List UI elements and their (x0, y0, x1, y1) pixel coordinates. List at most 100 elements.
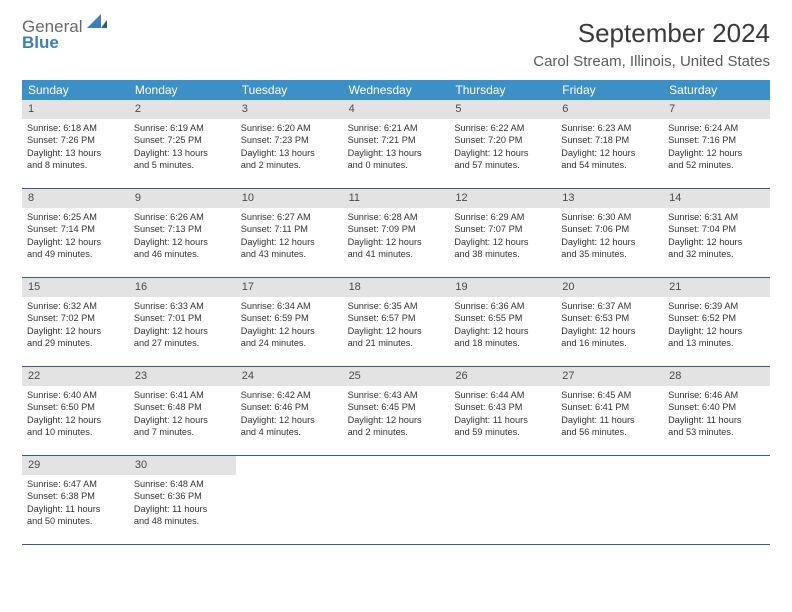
day1-text: Daylight: 12 hours (27, 236, 124, 248)
day1-text: Daylight: 12 hours (668, 325, 765, 337)
day-number-row: 9 (129, 189, 236, 208)
day-number: 25 (349, 370, 361, 382)
sunset-text: Sunset: 7:13 PM (134, 223, 231, 235)
day-cell: 3Sunrise: 6:20 AMSunset: 7:23 PMDaylight… (236, 100, 343, 188)
sunset-text: Sunset: 6:59 PM (241, 312, 338, 324)
sunrise-text: Sunrise: 6:34 AM (241, 300, 338, 312)
day-cell: 20 Sunrise: 6:37 AMSunset: 6:53 PMDayligh… (556, 278, 663, 366)
sunset-text: Sunset: 6:48 PM (134, 401, 231, 413)
sunset-text: Sunset: 6:40 PM (668, 401, 765, 413)
day1-text: Daylight: 11 hours (27, 503, 124, 515)
day2-text: and 18 minutes. (454, 337, 551, 349)
sunrise-text: Sunrise: 6:37 AM (561, 300, 658, 312)
day2-text: and 49 minutes. (27, 248, 124, 260)
day2-text: and 57 minutes. (454, 159, 551, 171)
weekday-header: Sunday (22, 80, 129, 100)
day-number-row: 2 (129, 100, 236, 119)
day-number: 8 (28, 192, 34, 204)
day1-text: Daylight: 12 hours (241, 414, 338, 426)
day2-text: and 35 minutes. (561, 248, 658, 260)
sunset-text: Sunset: 6:36 PM (134, 490, 231, 502)
day-number: 30 (135, 459, 147, 471)
weekday-header: Friday (556, 80, 663, 100)
day-cell: 18Sunrise: 6:35 AMSunset: 6:57 PMDayligh… (343, 278, 450, 366)
week-row: 1Sunrise: 6:18 AMSunset: 7:26 PMDaylight… (22, 100, 770, 189)
sunrise-text: Sunrise: 6:48 AM (134, 478, 231, 490)
sunrise-text: Sunrise: 6:41 AM (134, 389, 231, 401)
day-number: 15 (28, 281, 40, 293)
day2-text: and 43 minutes. (241, 248, 338, 260)
day-number: 26 (455, 370, 467, 382)
day-number: 11 (349, 192, 360, 204)
day1-text: Daylight: 12 hours (241, 325, 338, 337)
sunrise-text: Sunrise: 6:21 AM (348, 122, 445, 134)
week-row: 22Sunrise: 6:40 AMSunset: 6:50 PMDayligh… (22, 367, 770, 456)
sunset-text: Sunset: 6:55 PM (454, 312, 551, 324)
day2-text: and 32 minutes. (668, 248, 765, 260)
sunrise-text: Sunrise: 6:23 AM (561, 122, 658, 134)
sunset-text: Sunset: 6:53 PM (561, 312, 658, 324)
weekday-header-row: SundayMondayTuesdayWednesdayThursdayFrid… (22, 80, 770, 100)
sunrise-text: Sunrise: 6:40 AM (27, 389, 124, 401)
day2-text: and 54 minutes. (561, 159, 658, 171)
day2-text: and 56 minutes. (561, 426, 658, 438)
day-cell: 16Sunrise: 6:33 AMSunset: 7:01 PMDayligh… (129, 278, 236, 366)
day-number-row: 13 (556, 189, 663, 208)
day2-text: and 0 minutes. (348, 159, 445, 171)
day1-text: Daylight: 11 hours (134, 503, 231, 515)
sunset-text: Sunset: 7:23 PM (241, 134, 338, 146)
day-number: 20 (562, 281, 574, 293)
calendar-grid: SundayMondayTuesdayWednesdayThursdayFrid… (22, 80, 770, 545)
weekday-header: Tuesday (236, 80, 343, 100)
day2-text: and 59 minutes. (454, 426, 551, 438)
sunrise-text: Sunrise: 6:35 AM (348, 300, 445, 312)
sunrise-text: Sunrise: 6:33 AM (134, 300, 231, 312)
sunset-text: Sunset: 7:06 PM (561, 223, 658, 235)
day-number-row: 1 (22, 100, 129, 119)
day-number: 1 (28, 103, 34, 115)
day-number: 22 (28, 370, 40, 382)
day1-text: Daylight: 12 hours (134, 414, 231, 426)
day-cell: 29Sunrise: 6:47 AMSunset: 6:38 PMDayligh… (22, 456, 129, 544)
day-number: 14 (669, 192, 681, 204)
sunset-text: Sunset: 7:09 PM (348, 223, 445, 235)
day1-text: Daylight: 13 hours (134, 147, 231, 159)
sunrise-text: Sunrise: 6:25 AM (27, 211, 124, 223)
day-cell: 12Sunrise: 6:29 AMSunset: 7:07 PMDayligh… (449, 189, 556, 277)
day-number: 3 (242, 103, 248, 115)
day-number: 24 (242, 370, 254, 382)
day1-text: Daylight: 12 hours (561, 236, 658, 248)
sunrise-text: Sunrise: 6:45 AM (561, 389, 658, 401)
day-number: 27 (562, 370, 574, 382)
day-cell: 15Sunrise: 6:32 AMSunset: 7:02 PMDayligh… (22, 278, 129, 366)
sunset-text: Sunset: 7:02 PM (27, 312, 124, 324)
day2-text: and 24 minutes. (241, 337, 338, 349)
day1-text: Daylight: 12 hours (561, 325, 658, 337)
sunrise-text: Sunrise: 6:24 AM (668, 122, 765, 134)
logo: General Blue (22, 18, 107, 51)
day-cell: 21Sunrise: 6:39 AMSunset: 6:52 PMDayligh… (663, 278, 770, 366)
day2-text: and 21 minutes. (348, 337, 445, 349)
day1-text: Daylight: 12 hours (134, 325, 231, 337)
day1-text: Daylight: 12 hours (348, 414, 445, 426)
day-cell: 2Sunrise: 6:19 AMSunset: 7:25 PMDaylight… (129, 100, 236, 188)
day-number: 21 (669, 281, 681, 293)
day2-text: and 13 minutes. (668, 337, 765, 349)
sunset-text: Sunset: 6:57 PM (348, 312, 445, 324)
day-cell: 10Sunrise: 6:27 AMSunset: 7:11 PMDayligh… (236, 189, 343, 277)
day1-text: Daylight: 11 hours (454, 414, 551, 426)
day1-text: Daylight: 11 hours (561, 414, 658, 426)
day-cell: 11Sunrise: 6:28 AMSunset: 7:09 PMDayligh… (343, 189, 450, 277)
day2-text: and 7 minutes. (134, 426, 231, 438)
day-number: 9 (135, 192, 141, 204)
day2-text: and 50 minutes. (27, 515, 124, 527)
logo-text: General Blue (22, 18, 107, 51)
day-cell (556, 456, 663, 544)
day-cell: 28Sunrise: 6:46 AMSunset: 6:40 PMDayligh… (663, 367, 770, 455)
calendar-page: General Blue September 2024 Carol Stream… (0, 0, 792, 563)
day2-text: and 29 minutes. (27, 337, 124, 349)
day-number-row: 26 (449, 367, 556, 386)
day-cell: 9Sunrise: 6:26 AMSunset: 7:13 PMDaylight… (129, 189, 236, 277)
day-number: 23 (135, 370, 147, 382)
logo-line2: Blue (22, 33, 59, 52)
